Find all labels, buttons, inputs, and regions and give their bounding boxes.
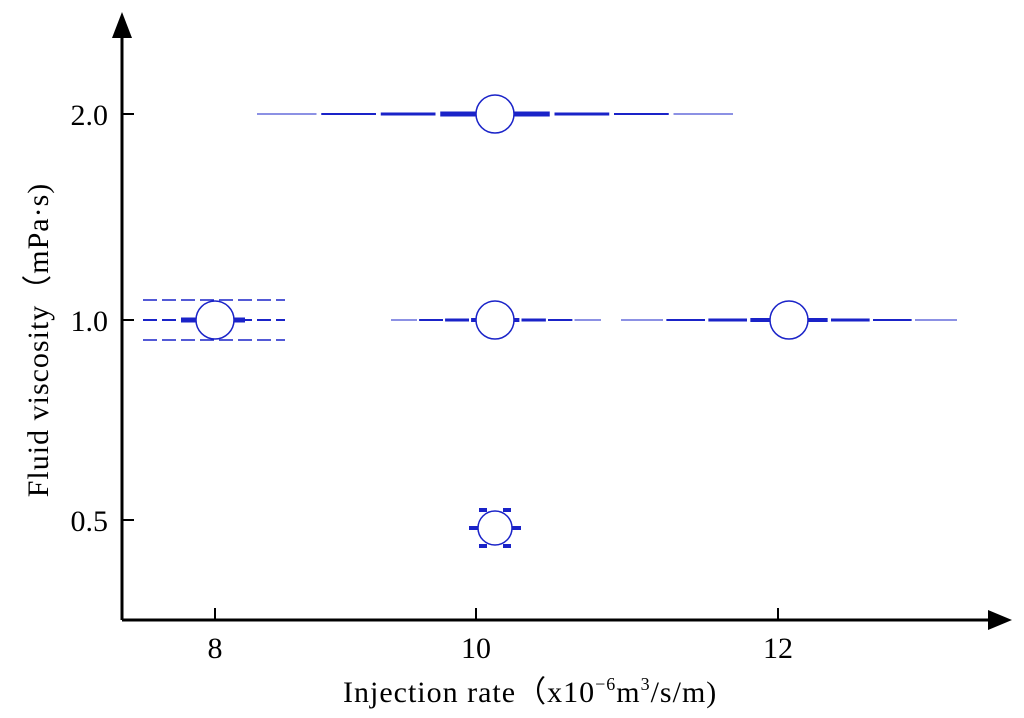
x-axis-title-mid: m <box>616 676 640 709</box>
x-tick-label: 10 <box>461 632 491 665</box>
wellbore-circle <box>475 300 515 340</box>
data-point-marker <box>391 300 601 340</box>
x-axis-arrow <box>988 610 1012 630</box>
x-tick-label: 8 <box>208 632 223 665</box>
y-tick-label: 1.0 <box>71 305 109 338</box>
y-ticks: 0.5 1.0 2.0 <box>71 99 134 538</box>
wellbore-circle <box>477 510 513 546</box>
x-axis-title-tail: /s/m) <box>651 676 718 709</box>
data-markers <box>143 94 957 548</box>
data-point-marker <box>469 508 521 548</box>
data-point-marker <box>621 300 957 340</box>
x-axis-title: Injection rate（x10−6m3/s/m) <box>343 674 717 709</box>
y-axis-title: Fluid viscosity（mPa·s) <box>22 183 55 498</box>
wellbore-circle <box>769 300 809 340</box>
x-axis-title-exp1: −6 <box>595 674 616 694</box>
data-point-marker <box>143 299 285 341</box>
wellbore-circle <box>475 94 515 134</box>
y-tick-label: 0.5 <box>71 505 109 538</box>
x-ticks: 8 10 12 <box>208 608 793 665</box>
x-tick-label: 12 <box>763 632 793 665</box>
data-point-marker <box>257 94 733 134</box>
x-axis-title-exp2: 3 <box>641 674 651 694</box>
y-axis-arrow <box>112 12 132 38</box>
x-axis-title-main: Injection rate（x10 <box>343 676 595 709</box>
wellbore-circle <box>195 300 235 340</box>
y-tick-label: 2.0 <box>71 99 109 132</box>
